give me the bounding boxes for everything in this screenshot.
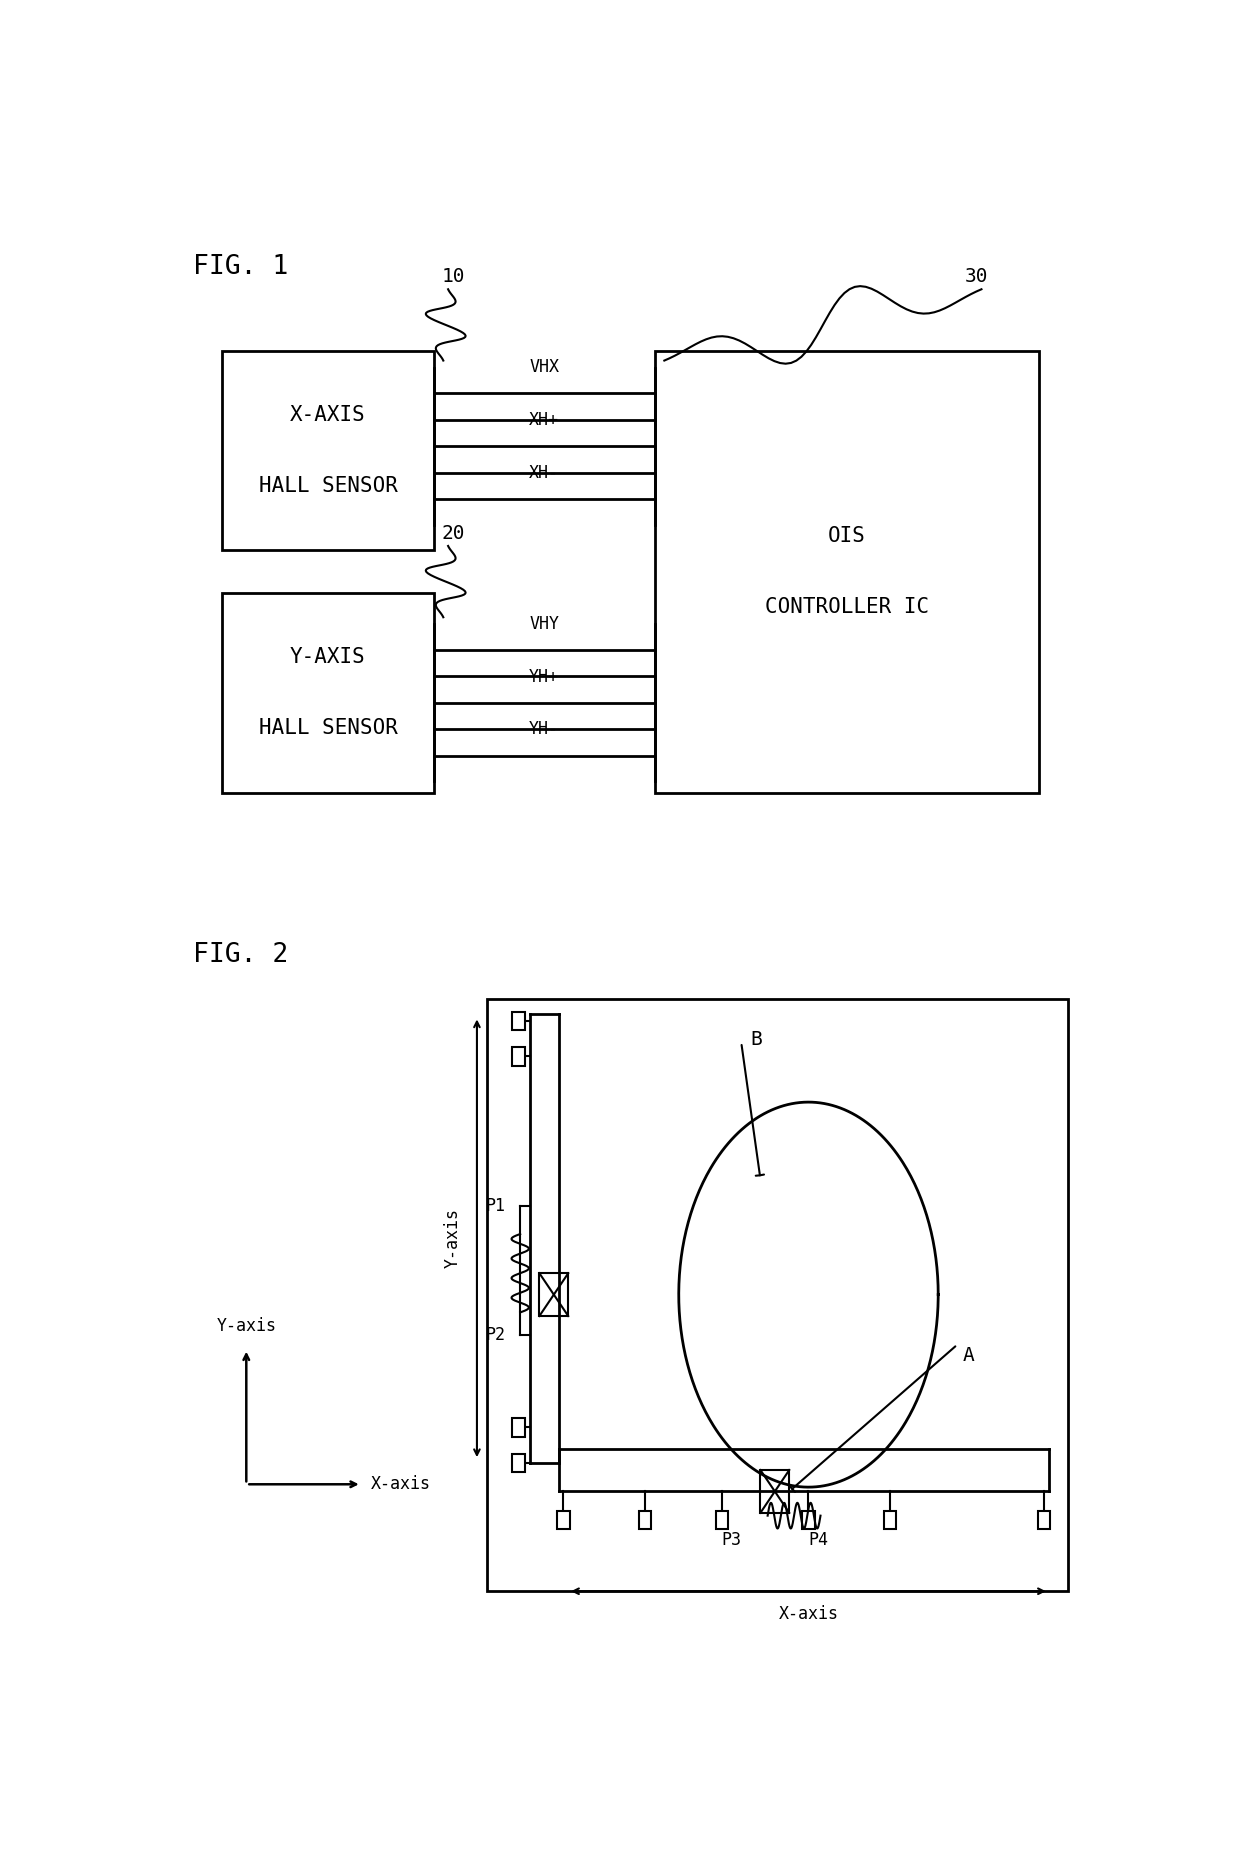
Text: XH+: XH+ <box>529 411 559 430</box>
Text: Y-axis: Y-axis <box>216 1317 277 1335</box>
Bar <box>802 1511 815 1530</box>
Text: P2: P2 <box>486 1326 506 1343</box>
Bar <box>884 1511 897 1530</box>
Text: P4: P4 <box>808 1532 828 1550</box>
Text: X-axis: X-axis <box>779 1606 838 1624</box>
Text: YH+: YH+ <box>529 669 559 685</box>
Text: Y-AXIS: Y-AXIS <box>290 646 366 667</box>
Bar <box>512 1046 525 1065</box>
Text: VHX: VHX <box>529 357 559 376</box>
Text: XH-: XH- <box>529 463 559 482</box>
Bar <box>655 350 1039 793</box>
Text: P1: P1 <box>486 1196 506 1215</box>
Text: FIG. 2: FIG. 2 <box>193 943 289 969</box>
Text: VHY: VHY <box>529 615 559 633</box>
Bar <box>715 1511 728 1530</box>
Bar <box>512 1454 525 1472</box>
Bar <box>557 1511 569 1530</box>
Bar <box>760 1470 789 1513</box>
Bar <box>512 1419 525 1437</box>
Text: HALL SENSOR: HALL SENSOR <box>259 476 397 496</box>
Bar <box>222 350 434 550</box>
Text: OIS: OIS <box>828 526 866 546</box>
Text: FIG. 1: FIG. 1 <box>193 254 289 280</box>
Text: P3: P3 <box>722 1532 742 1550</box>
Text: 20: 20 <box>441 524 465 543</box>
Bar <box>639 1511 651 1530</box>
Text: Y-axis: Y-axis <box>444 1208 463 1267</box>
Bar <box>512 1011 525 1030</box>
Bar <box>222 593 434 793</box>
Text: X-axis: X-axis <box>371 1476 432 1493</box>
Text: CONTROLLER IC: CONTROLLER IC <box>765 598 929 617</box>
Text: X-AXIS: X-AXIS <box>290 406 366 424</box>
Text: B: B <box>751 1030 763 1050</box>
Text: 10: 10 <box>441 267 465 287</box>
Text: A: A <box>962 1346 973 1365</box>
Text: 30: 30 <box>965 267 988 287</box>
Bar <box>486 1000 1068 1591</box>
Text: YH-: YH- <box>529 720 559 739</box>
Bar <box>539 1272 568 1317</box>
Text: HALL SENSOR: HALL SENSOR <box>259 719 397 739</box>
Bar <box>1038 1511 1050 1530</box>
